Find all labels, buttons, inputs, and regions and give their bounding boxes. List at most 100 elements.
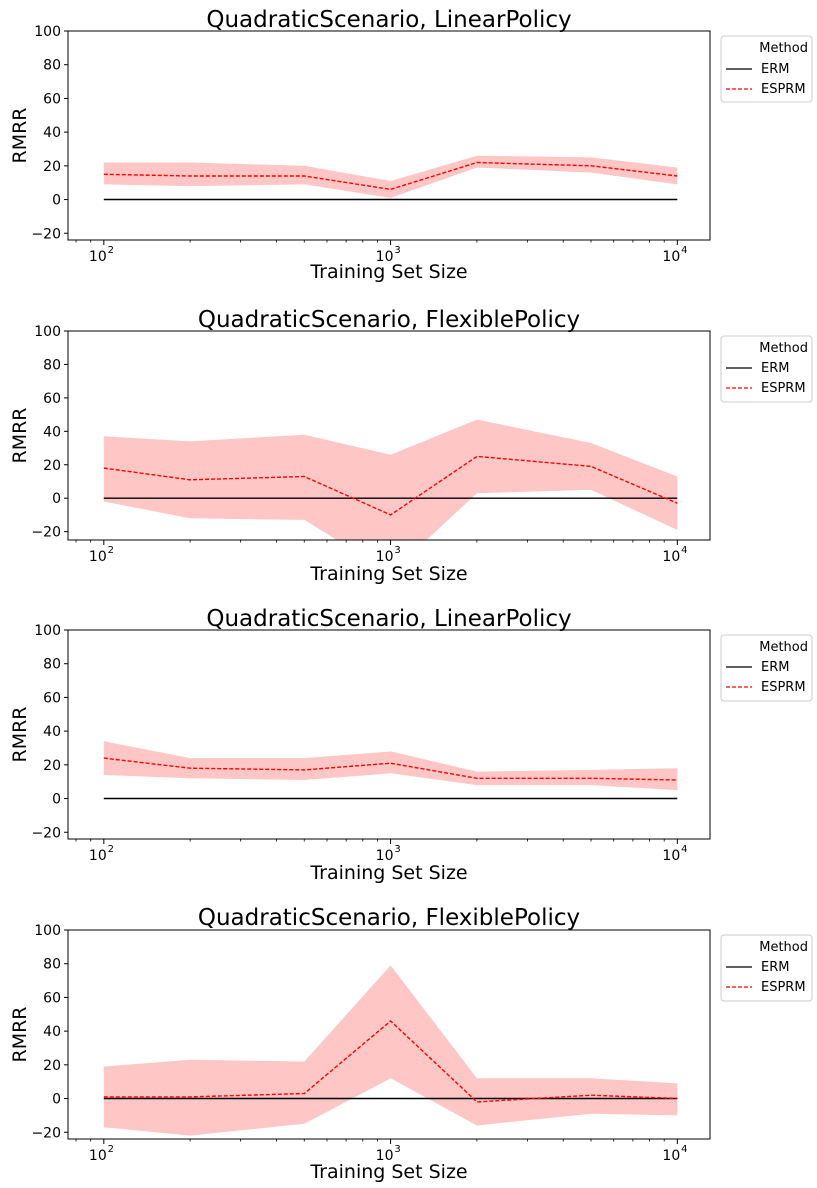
x-axis-label: Training Set Size [309,1161,467,1183]
y-tick-label: 80 [43,58,61,74]
esprm-line [103,455,678,516]
legend-label-erm: ERM [761,960,789,975]
y-tick-label: 100 [34,324,61,340]
legend-label-erm: ERM [761,660,789,675]
legend-title: Method [759,940,808,955]
y-tick-label: 20 [43,758,61,774]
esprm-confidence-band [103,419,678,540]
x-tick-exponent: 4 [681,844,687,855]
x-ticks: 10 2 10 3 10 4 [75,1139,688,1164]
y-tick-label: −20 [31,825,61,841]
x-tick-label: 10 [89,549,107,565]
y-tick-label: 0 [52,792,61,808]
legend-label-erm: ERM [761,62,789,77]
y-tick-label: −20 [31,226,61,242]
x-tick-exponent: 4 [681,245,687,256]
y-tick-label: −20 [31,525,61,541]
chart-title: QuadraticScenario, FlexiblePolicy [198,905,580,931]
x-tick-label: 10 [376,549,394,565]
axes-frame [67,30,711,241]
x-tick-label: 10 [89,249,107,265]
legend-title: Method [759,41,808,56]
x-tick-exponent: 4 [681,545,687,556]
legend: Method ERM ESPRM [720,634,813,702]
x-ticks: 10 2 10 3 10 4 [75,240,688,265]
x-tick-label: 10 [662,549,680,565]
legend-box [720,335,813,403]
y-tick-label: 20 [43,458,61,474]
esprm-line [103,1020,678,1103]
x-tick-exponent: 3 [394,844,400,855]
esprm-confidence-band [103,155,678,198]
legend-label-esprm: ESPRM [761,381,806,396]
legend-box [720,35,813,103]
x-tick-label: 10 [89,1148,107,1164]
x-tick-exponent: 3 [394,245,400,256]
legend-title: Method [759,341,808,356]
legend: Method ERM ESPRM [720,35,813,103]
chart-panel-1: QuadraticScenario, LinearPolicy 10080604… [9,7,813,283]
chart-panel-3: QuadraticScenario, LinearPolicy 10080604… [9,606,813,884]
esprm-confidence-band [103,965,678,1136]
esprm-confidence-band [103,741,678,791]
x-tick-label: 10 [376,848,394,864]
x-tick-exponent: 3 [394,1144,400,1155]
legend: Method ERM ESPRM [720,934,813,1002]
x-tick-label: 10 [89,848,107,864]
x-tick-label: 10 [662,1148,680,1164]
y-tick-label: 0 [52,1092,61,1108]
legend: Method ERM ESPRM [720,335,813,403]
y-tick-label: 0 [52,491,61,507]
chart-title: QuadraticScenario, LinearPolicy [206,606,571,632]
legend-box [720,934,813,1002]
x-tick-label: 10 [662,249,680,265]
x-axis-label: Training Set Size [309,862,467,884]
y-tick-label: 100 [34,923,61,939]
y-ticks: 100 80 60 40 20 0 −20 [31,923,68,1141]
y-tick-label: 20 [43,1058,61,1074]
y-axis-label: RMRR [9,1007,31,1063]
plot-area [103,965,678,1136]
esprm-line [103,757,678,781]
y-axis-label: RMRR [9,408,31,464]
chart-panel-4: QuadraticScenario, FlexiblePolicy 100806… [9,905,813,1183]
y-axis-label: RMRR [9,108,31,164]
x-tick-exponent: 3 [394,545,400,556]
legend-label-erm: ERM [761,361,789,376]
y-ticks: 100 80 60 40 20 0 −20 [31,24,68,242]
legend-label-esprm: ESPRM [761,82,806,97]
axes-frame [67,929,711,1140]
y-tick-label: 40 [43,125,61,141]
legend-label-esprm: ESPRM [761,980,806,995]
x-ticks: 10 2 10 3 10 4 [75,839,688,864]
x-tick-label: 10 [376,1148,394,1164]
y-tick-label: 0 [52,193,61,209]
x-tick-label: 10 [376,249,394,265]
x-tick-exponent: 2 [108,1144,114,1155]
y-ticks: 100 80 60 40 20 0 −20 [31,324,68,541]
y-tick-label: 60 [43,91,61,107]
x-axis-label: Training Set Size [309,261,467,283]
legend-label-esprm: ESPRM [761,680,806,695]
y-tick-label: −20 [31,1125,61,1141]
y-tick-label: 100 [34,623,61,639]
y-tick-label: 60 [43,690,61,706]
y-tick-label: 60 [43,391,61,407]
x-axis-label: Training Set Size [309,563,467,585]
plot-area [103,155,678,201]
y-tick-label: 40 [43,724,61,740]
y-tick-label: 40 [43,424,61,440]
chart-title: QuadraticScenario, LinearPolicy [206,7,571,33]
y-tick-label: 80 [43,357,61,373]
axes-frame [67,629,711,840]
chart-panel-2: QuadraticScenario, FlexiblePolicy 100806… [9,307,813,585]
plot-area [103,419,678,540]
y-tick-label: 80 [43,657,61,673]
x-tick-exponent: 2 [108,545,114,556]
x-ticks: 10 2 10 3 10 4 [75,540,688,565]
y-tick-label: 100 [34,24,61,40]
axes-frame [67,330,711,541]
x-tick-exponent: 4 [681,1144,687,1155]
chart-title: QuadraticScenario, FlexiblePolicy [198,307,580,333]
